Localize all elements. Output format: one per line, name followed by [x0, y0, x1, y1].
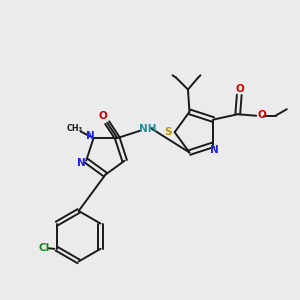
Text: O: O: [99, 111, 108, 121]
Text: N: N: [77, 158, 86, 168]
Text: NH: NH: [139, 124, 157, 134]
Text: N: N: [85, 131, 94, 141]
Text: N: N: [211, 145, 219, 155]
Text: O: O: [236, 84, 244, 94]
Text: CH₃: CH₃: [67, 124, 83, 133]
Text: Cl: Cl: [39, 243, 50, 253]
Text: O: O: [257, 110, 266, 120]
Text: S: S: [164, 127, 172, 136]
